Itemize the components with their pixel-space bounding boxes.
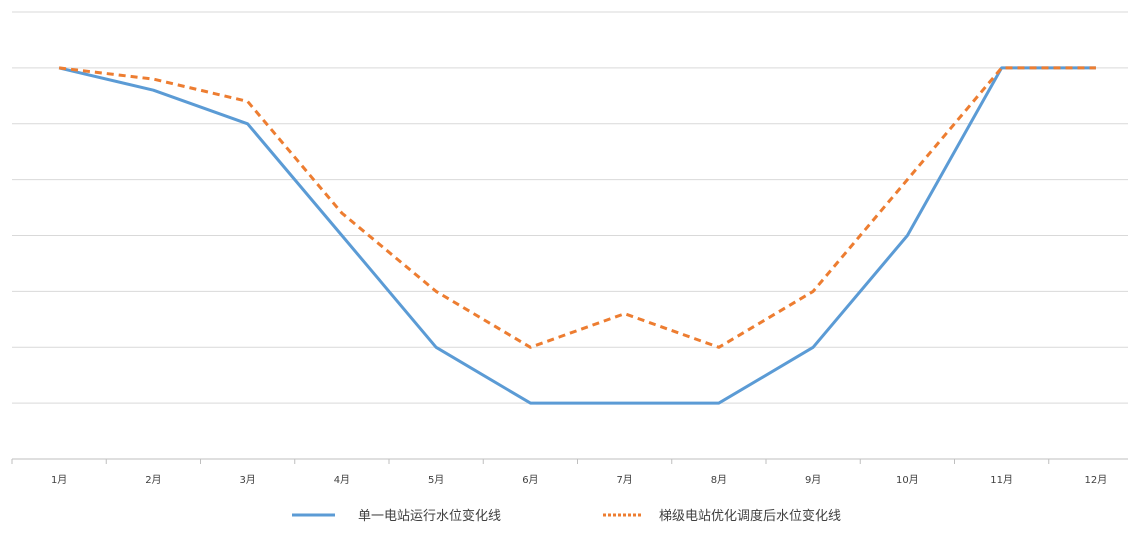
x-tick-label: 1月 xyxy=(51,474,67,486)
series-lines xyxy=(58,66,1096,405)
legend: 单一电站运行水位变化线 梯级电站优化调度后水位变化线 xyxy=(292,508,841,524)
x-tick-label: 2月 xyxy=(145,474,161,486)
x-tick-label: 7月 xyxy=(616,474,632,486)
x-tick-label: 12月 xyxy=(1085,474,1108,486)
x-tick-label: 4月 xyxy=(334,474,350,486)
gridlines xyxy=(12,11,1128,404)
series-line-2 xyxy=(58,66,1096,349)
x-tick-label: 3月 xyxy=(239,474,255,486)
x-axis: 1月 2月 3月 4月 5月 6月 7月 8月 9月 10月 11月 12月 xyxy=(11,458,1128,486)
x-tick-label: 9月 xyxy=(805,474,821,486)
legend-label-2: 梯级电站优化调度后水位变化线 xyxy=(659,508,841,524)
x-tick-label: 10月 xyxy=(896,474,919,486)
x-tick-label: 8月 xyxy=(711,474,727,486)
x-tick-label: 11月 xyxy=(990,474,1013,486)
legend-label-1: 单一电站运行水位变化线 xyxy=(358,508,501,524)
x-tick-label: 6月 xyxy=(522,474,538,486)
x-tick-label: 5月 xyxy=(428,474,444,486)
series-line-1 xyxy=(58,66,1096,405)
